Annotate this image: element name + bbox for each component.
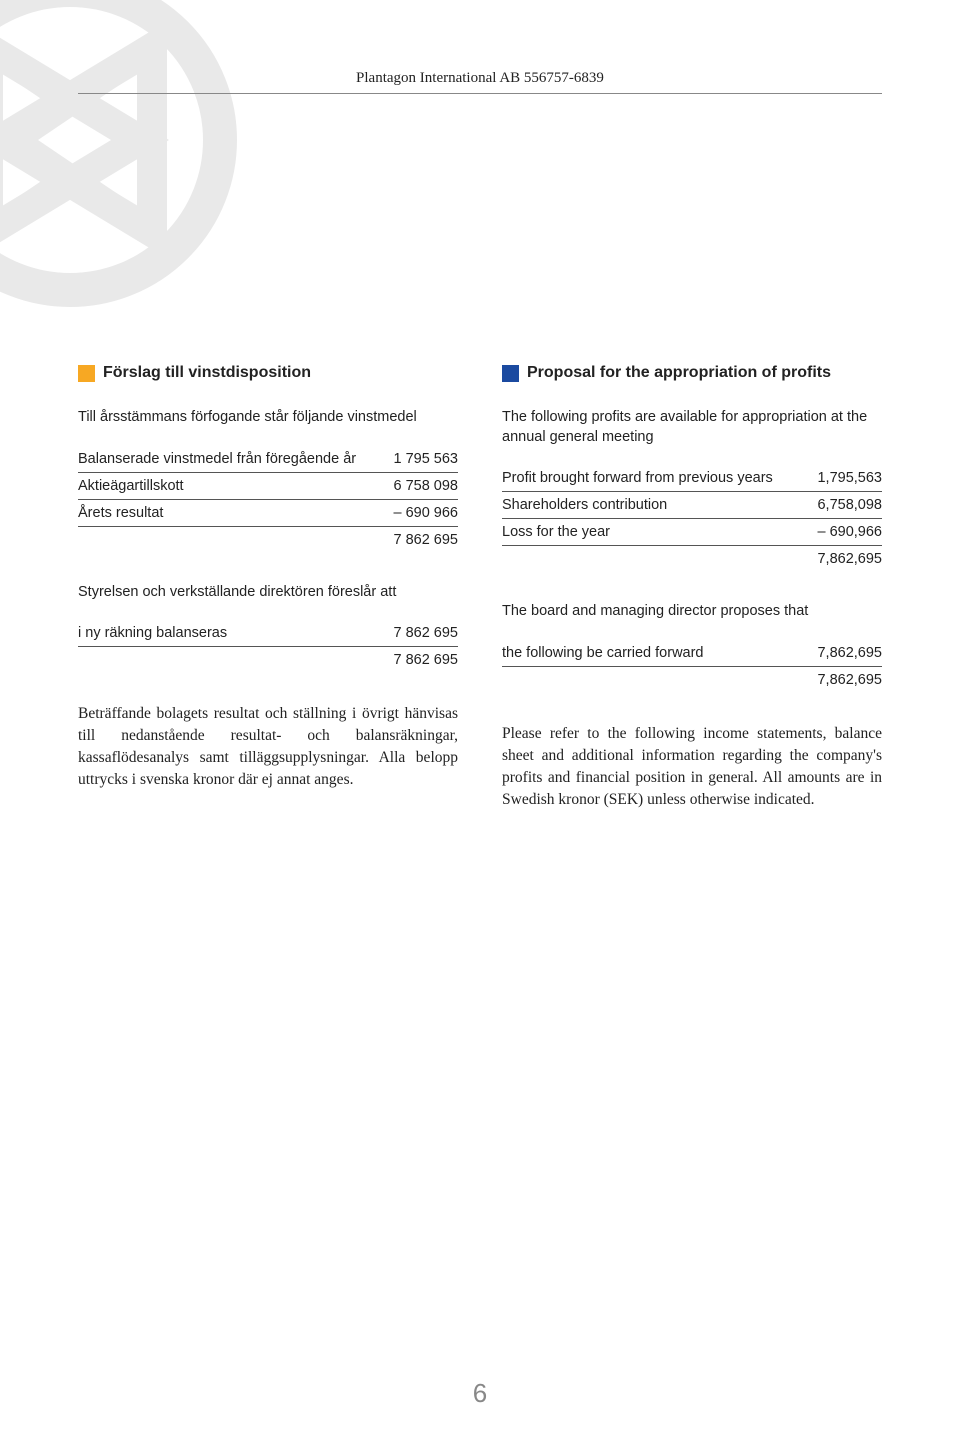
left-body: Beträffande bolagets resultat och ställn… <box>78 703 458 791</box>
table-total: 7,862,695 <box>502 666 882 693</box>
row-label: Aktieägartillskott <box>78 472 379 499</box>
marker-blue <box>502 365 519 382</box>
row-label: the following be carried forward <box>502 640 781 667</box>
row-value: 7,862,695 <box>781 640 882 667</box>
right-table-2: the following be carried forward7,862,69… <box>502 640 882 693</box>
table-total: 7,862,695 <box>502 546 882 573</box>
right-body: Please refer to the following income sta… <box>502 723 882 811</box>
row-value: 1,795,563 <box>802 465 882 492</box>
marker-orange <box>78 365 95 382</box>
row-value: 6 758 098 <box>379 472 458 499</box>
row-value: – 690 966 <box>379 499 458 526</box>
left-column: Förslag till vinstdisposition Till årsst… <box>78 364 458 811</box>
page-number: 6 <box>0 1378 960 1409</box>
total-value: 7 862 695 <box>334 647 458 674</box>
total-value: 7,862,695 <box>802 546 882 573</box>
left-intro: Till årsstämmans förfogande står följand… <box>78 408 458 428</box>
right-column: Proposal for the appropriation of profit… <box>502 364 882 811</box>
table-row: Årets resultat– 690 966 <box>78 499 458 526</box>
row-label: Årets resultat <box>78 499 379 526</box>
table-row: Shareholders contribution6,758,098 <box>502 492 882 519</box>
left-table-1: Balanserade vinstmedel från föregående å… <box>78 446 458 553</box>
left-subhead: Styrelsen och verkställande direktören f… <box>78 583 458 603</box>
row-label: Loss for the year <box>502 519 802 546</box>
left-heading: Förslag till vinstdisposition <box>103 364 311 382</box>
table-total: 7 862 695 <box>78 647 458 674</box>
table-row: Loss for the year– 690,966 <box>502 519 882 546</box>
row-label: i ny räkning balanseras <box>78 620 334 647</box>
total-value: 7,862,695 <box>781 666 882 693</box>
right-table-1: Profit brought forward from previous yea… <box>502 465 882 572</box>
table-total: 7 862 695 <box>78 526 458 553</box>
row-value: – 690,966 <box>802 519 882 546</box>
right-intro: The following profits are available for … <box>502 408 882 447</box>
row-value: 6,758,098 <box>802 492 882 519</box>
row-label: Shareholders contribution <box>502 492 802 519</box>
table-row: Aktieägartillskott6 758 098 <box>78 472 458 499</box>
right-heading: Proposal for the appropriation of profit… <box>527 364 831 382</box>
table-row: Profit brought forward from previous yea… <box>502 465 882 492</box>
row-label: Balanserade vinstmedel från föregående å… <box>78 446 379 473</box>
table-row: i ny räkning balanseras7 862 695 <box>78 620 458 647</box>
table-row: the following be carried forward7,862,69… <box>502 640 882 667</box>
row-value: 1 795 563 <box>379 446 458 473</box>
right-subhead: The board and managing director proposes… <box>502 602 882 622</box>
total-value: 7 862 695 <box>379 526 458 553</box>
page-header: Plantagon International AB 556757-6839 <box>78 70 882 94</box>
row-value: 7 862 695 <box>334 620 458 647</box>
row-label: Profit brought forward from previous yea… <box>502 465 802 492</box>
left-table-2: i ny räkning balanseras7 862 695 7 862 6… <box>78 620 458 673</box>
table-row: Balanserade vinstmedel från föregående å… <box>78 446 458 473</box>
